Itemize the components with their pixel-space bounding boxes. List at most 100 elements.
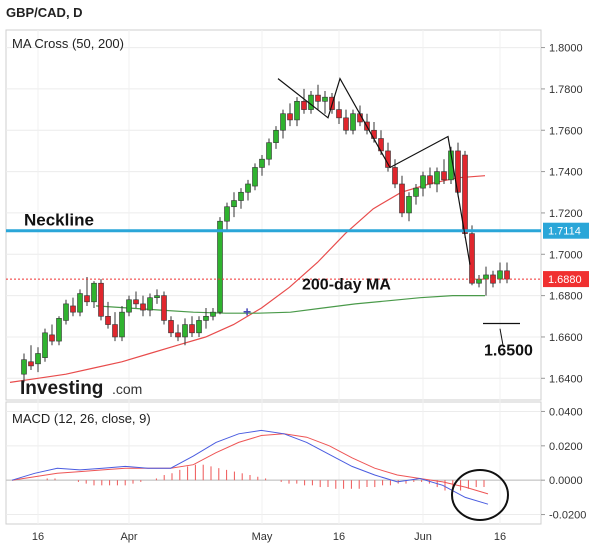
y-tick-label: 1.8000 <box>549 43 583 55</box>
neckline-price-text: 1.7114 <box>548 226 581 238</box>
candle <box>399 175 405 218</box>
candle <box>238 188 244 209</box>
candle <box>266 138 272 166</box>
candle-body <box>406 196 412 214</box>
candle <box>434 167 440 193</box>
target-pointer <box>499 328 504 346</box>
y-tick-label: 1.7000 <box>549 249 583 261</box>
candle-body <box>98 282 104 317</box>
candle-body <box>420 175 426 189</box>
candle-body <box>21 359 27 375</box>
y-tick-label: 1.6800 <box>549 291 583 303</box>
candle <box>70 297 76 317</box>
candle <box>63 299 69 325</box>
y-tick-label: 1.6600 <box>549 332 583 344</box>
candle <box>196 316 202 337</box>
target-label: 1.6500 <box>484 343 533 360</box>
head-shoulders-outline <box>277 77 471 265</box>
candle <box>336 101 342 125</box>
x-tick-label: Apr <box>120 531 137 543</box>
candle-body <box>287 113 293 121</box>
candle-body <box>84 295 90 303</box>
candle-body <box>112 324 118 338</box>
candle <box>280 109 286 139</box>
candle <box>441 159 447 184</box>
candle-body <box>70 305 76 313</box>
candle-body <box>105 315 111 325</box>
candle <box>126 295 132 317</box>
candle <box>133 291 139 309</box>
x-tick-label: 16 <box>333 531 345 543</box>
candle-body <box>168 320 174 334</box>
current-price-tag <box>543 271 589 288</box>
candle <box>91 281 97 309</box>
candle-body <box>49 334 55 342</box>
x-tick-label: 16 <box>494 531 506 543</box>
candle-body <box>350 113 356 131</box>
candle <box>161 291 167 325</box>
y-axis: 1.8000 1.7800 1.7600 1.7400 1.7200 1.7000 1.68… <box>541 43 583 385</box>
candle <box>469 225 475 286</box>
x-tick-label: Jun <box>414 531 432 543</box>
candle <box>56 316 62 346</box>
moving-averages <box>9 175 486 383</box>
candle-body <box>210 311 216 317</box>
candle <box>259 155 265 176</box>
candle <box>189 316 195 337</box>
candle-body <box>434 171 440 185</box>
candle-body <box>427 175 433 185</box>
candle-body <box>91 282 97 303</box>
y-tick-label: 1.7600 <box>549 125 583 137</box>
candle <box>427 167 433 189</box>
candle <box>455 142 461 197</box>
candle-body <box>77 293 83 313</box>
y-tick-label: 1.6400 <box>549 373 583 385</box>
candle <box>105 301 111 329</box>
candle <box>28 345 34 371</box>
candle-body <box>63 303 69 321</box>
macd-series <box>6 429 541 521</box>
macd-label: MACD (12, 26, close, 9) <box>12 411 151 426</box>
candle <box>21 353 27 383</box>
candle-body <box>259 158 265 168</box>
candle <box>294 97 300 127</box>
candle <box>413 183 419 205</box>
y-tick-label: 1.7200 <box>549 208 583 220</box>
candle-body <box>399 183 405 214</box>
candle-body <box>343 117 349 131</box>
candle-body <box>56 318 62 342</box>
candle-body <box>35 353 41 365</box>
x-axis: 16 Apr May 16 Jun 16 <box>32 531 506 543</box>
candle-body <box>476 278 482 284</box>
neckline-label: Neckline <box>24 211 94 230</box>
candle-body <box>322 96 328 102</box>
indicator-label: MA Cross (50, 200) <box>12 36 124 51</box>
candle-body <box>231 200 237 208</box>
x-tick-label: 16 <box>32 531 44 543</box>
ma-cross-marker: + <box>243 303 251 319</box>
y-tick-label: 1.7400 <box>549 167 583 179</box>
candle-body <box>224 206 230 222</box>
candle-body <box>413 187 419 197</box>
candle-body <box>147 297 153 311</box>
candle <box>112 312 118 342</box>
candle <box>182 318 188 346</box>
candle <box>420 171 426 197</box>
candle-body <box>154 295 160 298</box>
candle-body <box>196 320 202 334</box>
candle <box>175 324 181 342</box>
candle <box>406 192 412 222</box>
price-panel <box>5 29 542 401</box>
candle-body <box>119 311 125 338</box>
y-tick-label: 1.7800 <box>549 84 583 96</box>
candle <box>147 293 153 317</box>
macd-y-tick-label: 0.0000 <box>549 475 583 487</box>
candle <box>119 305 125 342</box>
macd-signal-line <box>11 433 489 495</box>
candle <box>315 84 321 110</box>
candles <box>21 84 510 383</box>
current-price-text: 1.6880 <box>548 274 582 286</box>
candle-body <box>294 101 300 121</box>
candle-body <box>301 101 307 110</box>
